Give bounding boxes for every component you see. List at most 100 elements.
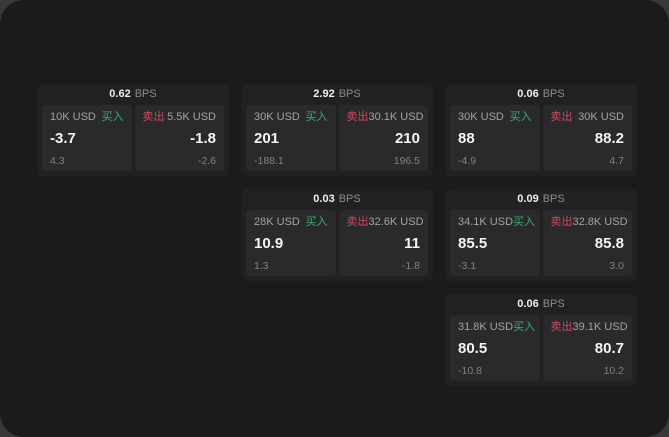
bps-unit-label: BPS xyxy=(542,88,565,100)
buy-price: 80.5 xyxy=(458,340,488,357)
panel-top: 34.1K USD 买入 xyxy=(458,216,536,228)
buy-panel[interactable]: 30K USD 买入 201 -188.1 xyxy=(246,105,336,171)
sell-panel[interactable]: 卖出 32.6K USD 11 -1.8 xyxy=(338,210,428,276)
bps-unit-label: BPS xyxy=(338,88,361,100)
empty-cell xyxy=(37,294,229,386)
quote-card: 0.06 BPS 30K USD 买入 88 -4.9 卖出 30K USD xyxy=(445,84,637,176)
panels-row: 10K USD 买入 -3.7 4.3 卖出 5.5K USD -1.8 -2.… xyxy=(37,105,229,176)
quote-grid: 0.62 BPS 10K USD 买入 -3.7 4.3 卖出 5.5K USD xyxy=(37,84,637,386)
card-header: 0.06 BPS xyxy=(445,84,637,105)
sell-side-label: 卖出 xyxy=(346,111,369,123)
buy-change: -4.9 xyxy=(458,154,477,167)
buy-side-label: 买入 xyxy=(305,111,328,123)
sell-change: 3.0 xyxy=(609,259,624,272)
buy-panel[interactable]: 31.8K USD 买入 80.5 -10.8 xyxy=(450,315,540,381)
sell-size: 39.1K USD xyxy=(572,321,628,333)
sell-change: 10.2 xyxy=(603,364,624,377)
buy-price: -3.7 xyxy=(50,130,76,147)
quote-card: 0.03 BPS 28K USD 买入 10.9 1.3 卖出 32.6K US… xyxy=(241,189,433,281)
panel-top: 30K USD 买入 xyxy=(458,112,532,123)
bps-value: 0.09 xyxy=(517,193,539,205)
panel-top: 卖出 39.1K USD xyxy=(550,321,628,333)
buy-size: 28K USD xyxy=(254,216,300,228)
sell-panel[interactable]: 卖出 30.1K USD 210 196.5 xyxy=(338,105,428,171)
sell-change: -2.6 xyxy=(197,154,216,167)
sell-size: 32.6K USD xyxy=(368,216,424,228)
bps-value: 2.92 xyxy=(313,88,335,100)
buy-size: 10K USD xyxy=(50,111,96,123)
panel-top: 卖出 30.1K USD xyxy=(346,111,424,123)
card-header: 0.06 BPS xyxy=(445,294,637,315)
panel-top: 28K USD 买入 xyxy=(254,217,328,228)
panel-top: 10K USD 买入 xyxy=(50,112,124,123)
bps-unit-label: BPS xyxy=(542,298,565,310)
sell-panel[interactable]: 卖出 32.8K USD 85.8 3.0 xyxy=(542,210,632,276)
buy-side-label: 买入 xyxy=(305,216,328,228)
empty-cell xyxy=(37,189,229,281)
panels-row: 28K USD 买入 10.9 1.3 卖出 32.6K USD 11 -1.8 xyxy=(241,210,433,281)
sell-panel[interactable]: 卖出 39.1K USD 80.7 10.2 xyxy=(542,315,632,381)
sell-side-label: 卖出 xyxy=(550,111,573,123)
quote-card: 0.06 BPS 31.8K USD 买入 80.5 -10.8 卖出 39.1… xyxy=(445,294,637,386)
buy-panel[interactable]: 10K USD 买入 -3.7 4.3 xyxy=(42,105,132,171)
sell-size: 5.5K USD xyxy=(167,111,216,123)
sell-price: -1.8 xyxy=(190,130,216,147)
buy-size: 30K USD xyxy=(254,111,300,123)
buy-size: 34.1K USD xyxy=(458,216,514,228)
bps-unit-label: BPS xyxy=(134,88,157,100)
card-header: 2.92 BPS xyxy=(241,84,433,105)
sell-size: 32.8K USD xyxy=(572,216,628,228)
panel-top: 卖出 30K USD xyxy=(551,112,625,123)
card-header: 0.09 BPS xyxy=(445,189,637,210)
bps-unit-label: BPS xyxy=(338,193,361,205)
panel-top: 卖出 32.6K USD xyxy=(346,216,424,228)
sell-price: 88.2 xyxy=(594,130,624,147)
bps-value: 0.06 xyxy=(517,88,539,100)
sell-panel[interactable]: 卖出 30K USD 88.2 4.7 xyxy=(542,105,632,171)
card-header: 0.03 BPS xyxy=(241,189,433,210)
quote-card: 2.92 BPS 30K USD 买入 201 -188.1 卖出 30.1K … xyxy=(241,84,433,176)
sell-side-label: 卖出 xyxy=(142,111,165,123)
sell-side-label: 卖出 xyxy=(550,321,573,333)
panel-top: 卖出 5.5K USD xyxy=(143,112,217,123)
buy-panel[interactable]: 34.1K USD 买入 85.5 -3.1 xyxy=(450,210,540,276)
card-header: 0.62 BPS xyxy=(37,84,229,105)
buy-panel[interactable]: 30K USD 买入 88 -4.9 xyxy=(450,105,540,171)
panels-row: 30K USD 买入 201 -188.1 卖出 30.1K USD 210 1… xyxy=(241,105,433,176)
panels-row: 31.8K USD 买入 80.5 -10.8 卖出 39.1K USD 80.… xyxy=(445,315,637,386)
sell-price: 11 xyxy=(404,235,420,252)
sell-side-label: 卖出 xyxy=(550,216,573,228)
panels-row: 34.1K USD 买入 85.5 -3.1 卖出 32.8K USD 85.8… xyxy=(445,210,637,281)
quote-card: 0.62 BPS 10K USD 买入 -3.7 4.3 卖出 5.5K USD xyxy=(37,84,229,176)
panel-top: 31.8K USD 买入 xyxy=(458,321,536,333)
buy-price: 10.9 xyxy=(254,235,284,252)
sell-panel[interactable]: 卖出 5.5K USD -1.8 -2.6 xyxy=(134,105,224,171)
buy-price: 201 xyxy=(254,130,280,147)
sell-price: 80.7 xyxy=(594,340,624,357)
bps-value: 0.06 xyxy=(517,298,539,310)
buy-change: -10.8 xyxy=(458,364,482,377)
sell-change: 196.5 xyxy=(393,154,420,167)
sell-price: 210 xyxy=(394,130,420,147)
buy-price: 85.5 xyxy=(458,235,488,252)
sell-price: 85.8 xyxy=(594,235,624,252)
buy-price: 88 xyxy=(458,130,475,147)
buy-change: 1.3 xyxy=(254,259,269,272)
buy-panel[interactable]: 28K USD 买入 10.9 1.3 xyxy=(246,210,336,276)
buy-side-label: 买入 xyxy=(513,321,536,333)
buy-size: 30K USD xyxy=(458,111,504,123)
buy-side-label: 买入 xyxy=(513,216,536,228)
buy-side-label: 买入 xyxy=(101,111,124,123)
sell-change: 4.7 xyxy=(609,154,624,167)
buy-change: -188.1 xyxy=(254,154,284,167)
buy-size: 31.8K USD xyxy=(458,321,514,333)
buy-change: -3.1 xyxy=(458,259,477,272)
panels-row: 30K USD 买入 88 -4.9 卖出 30K USD 88.2 4.7 xyxy=(445,105,637,176)
empty-cell xyxy=(241,294,433,386)
panel-top: 30K USD 买入 xyxy=(254,112,328,123)
sell-size: 30.1K USD xyxy=(368,111,424,123)
buy-side-label: 买入 xyxy=(509,111,532,123)
sell-change: -1.8 xyxy=(401,259,420,272)
sell-side-label: 卖出 xyxy=(346,216,369,228)
